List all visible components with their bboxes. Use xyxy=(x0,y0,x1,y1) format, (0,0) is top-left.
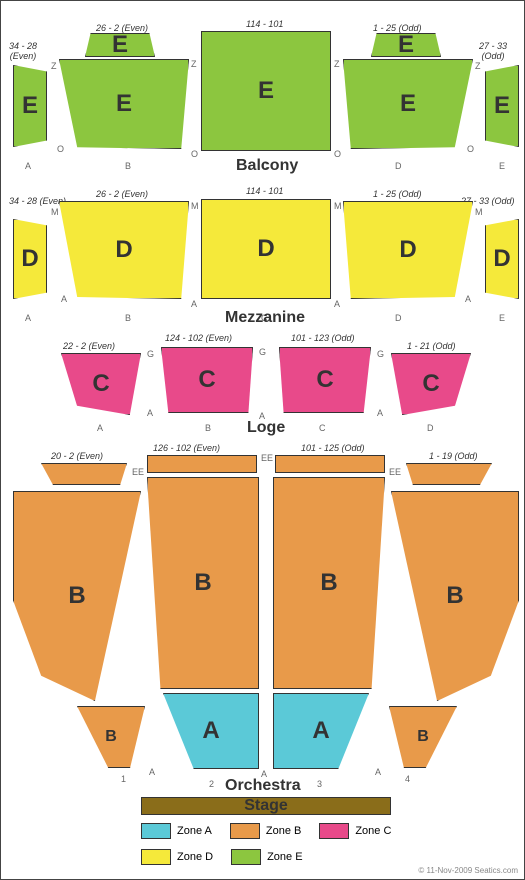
balc-seclbl-e: E xyxy=(499,161,505,171)
orch-centerleft-top xyxy=(147,455,257,473)
range-orch-farleft: 20 - 2 (Even) xyxy=(51,451,103,461)
loge-seclbl-a: A xyxy=(97,423,103,433)
legend-item-d: Zone D xyxy=(141,849,213,865)
rowlbl-a-cr: A xyxy=(334,299,340,309)
rowlbl-m-r: M xyxy=(475,207,483,217)
mezz-seclbl-d: D xyxy=(395,313,402,323)
rowlbl-a-r: A xyxy=(465,294,471,304)
rowlbl-a-cl: A xyxy=(191,299,197,309)
orch-back-l: EE xyxy=(132,467,144,477)
stage: Stage xyxy=(141,797,391,815)
legend-item-c: Zone C xyxy=(319,823,391,839)
rowlbl-a-l: A xyxy=(61,294,67,304)
range-loge-right: 1 - 21 (Odd) xyxy=(407,341,456,351)
orch-farleft-bottom: B xyxy=(77,706,145,768)
rowlbl-z-l: Z xyxy=(51,61,57,71)
mezz-sec-e: D xyxy=(485,219,519,299)
rowlbl-z-r: Z xyxy=(334,59,340,69)
balcony-sec-c: E xyxy=(201,31,331,151)
balc-seclbl-a: A xyxy=(25,161,31,171)
orch-front-l: A xyxy=(149,767,155,777)
range-balcony-farright: 27 - 33(Odd) xyxy=(479,41,507,61)
loge-sec-a: C xyxy=(61,353,141,415)
mezz-sec-d: D xyxy=(343,201,473,299)
legend: Zone A Zone B Zone C Zone D Zone E xyxy=(141,823,421,865)
loge-front-l: A xyxy=(147,408,153,418)
orch-aisle-2: 2 xyxy=(209,779,214,789)
loge-seclbl-b: B xyxy=(205,423,211,433)
mezz-seclbl-e: E xyxy=(499,313,505,323)
orch-aisle-3: 3 xyxy=(317,779,322,789)
mezz-seclbl-a: A xyxy=(25,313,31,323)
range-orch-right: 101 - 125 (Odd) xyxy=(301,443,365,453)
balcony-sec-b: E xyxy=(59,59,189,149)
range-balcony-farleft: 34 - 28(Even) xyxy=(9,41,37,61)
orch-centerleft-main: B xyxy=(147,477,259,689)
rowlbl-m-l: M xyxy=(51,207,59,217)
orch-farright-bottom: B xyxy=(389,706,457,768)
orch-back-c: EE xyxy=(261,453,273,463)
range-orch-farright: 1 - 19 (Odd) xyxy=(429,451,478,461)
mezz-sec-a: D xyxy=(13,219,47,299)
loge-back-r: G xyxy=(377,349,384,359)
balcony-sec-b-top: E xyxy=(85,33,155,57)
rowlbl-z-fr: Z xyxy=(475,61,481,71)
orch-front-r: A xyxy=(375,767,381,777)
level-balcony: Balcony xyxy=(236,157,298,175)
balc-seclbl-d: D xyxy=(395,161,402,171)
range-balcony-center: 114 - 101 xyxy=(246,19,283,29)
range-mezz-center: 114 - 101 xyxy=(246,186,283,196)
range-loge-centerright: 101 - 123 (Odd) xyxy=(291,333,355,343)
copyright: © 11-Nov-2009 Seatics.com xyxy=(418,866,518,875)
range-mezz-left: 26 - 2 (Even) xyxy=(96,189,148,199)
orch-farright-main: B xyxy=(391,491,519,701)
range-balcony-right: 1 - 25 (Odd) xyxy=(373,23,422,33)
orch-back-r: EE xyxy=(389,467,401,477)
loge-sec-d: C xyxy=(391,353,471,415)
level-mezzanine: Mezzanine xyxy=(225,309,305,327)
range-mezz-farleft: 34 - 28 (Even) xyxy=(9,196,66,206)
range-balcony-left: 26 - 2 (Even) xyxy=(96,23,148,33)
orch-centerright-top xyxy=(275,455,385,473)
rowlbl-o-cr: O xyxy=(334,149,341,159)
loge-seclbl-c: C xyxy=(319,423,326,433)
mezz-sec-b: D xyxy=(59,201,189,299)
orch-a-left: A xyxy=(163,693,259,769)
loge-sec-c: C xyxy=(279,347,371,413)
rowlbl-o-r: O xyxy=(467,144,474,154)
orch-aisle-4: 4 xyxy=(405,774,410,784)
balc-seclbl-b: B xyxy=(125,161,131,171)
orch-aisle-1: 1 xyxy=(121,774,126,784)
loge-seclbl-d: D xyxy=(427,423,434,433)
loge-front-r: A xyxy=(377,408,383,418)
range-loge-left: 22 - 2 (Even) xyxy=(63,341,115,351)
range-orch-left: 126 - 102 (Even) xyxy=(153,443,220,453)
balcony-sec-d: E xyxy=(343,59,473,149)
loge-back-l: G xyxy=(147,349,154,359)
balcony-sec-d-top: E xyxy=(371,33,441,57)
balcony-sec-e: E xyxy=(485,65,519,147)
loge-sec-b: C xyxy=(161,347,253,413)
level-orchestra: Orchestra xyxy=(225,777,301,795)
legend-item-e: Zone E xyxy=(231,849,302,865)
orch-centerright-main: B xyxy=(273,477,385,689)
balcony-sec-a: E xyxy=(13,65,47,147)
rowlbl-o-cl: O xyxy=(191,149,198,159)
orch-farright-top xyxy=(406,463,492,485)
legend-item-b: Zone B xyxy=(230,823,301,839)
rowlbl-o-l: O xyxy=(57,144,64,154)
mezz-sec-c: D xyxy=(201,199,331,299)
orch-farleft-main: B xyxy=(13,491,141,701)
legend-item-a: Zone A xyxy=(141,823,212,839)
orch-a-right: A xyxy=(273,693,369,769)
loge-back-cl: G xyxy=(259,347,266,357)
rowlbl-m-cl: M xyxy=(191,201,199,211)
level-loge: Loge xyxy=(247,419,285,437)
range-mezz-right: 1 - 25 (Odd) xyxy=(373,189,422,199)
rowlbl-m-cr: M xyxy=(334,201,342,211)
range-loge-centerleft: 124 - 102 (Even) xyxy=(165,333,232,343)
orch-farleft-top xyxy=(41,463,127,485)
rowlbl-z-c: Z xyxy=(191,59,197,69)
mezz-seclbl-b: B xyxy=(125,313,131,323)
